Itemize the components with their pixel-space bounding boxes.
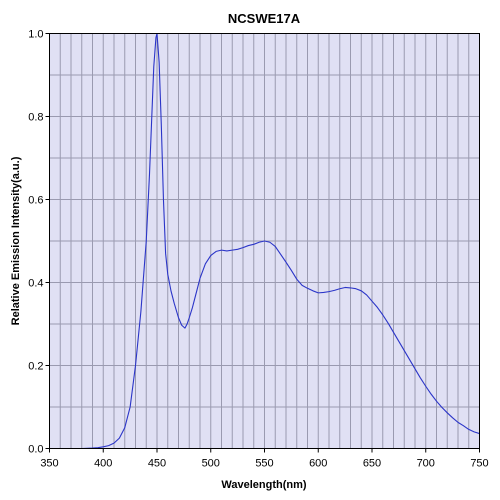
x-tick-label: 700	[417, 458, 435, 470]
series-layer	[81, 32, 480, 450]
x-tick-label: 500	[202, 458, 220, 470]
x-tick-label: 550	[255, 458, 273, 470]
y-tick-label: 0.0	[28, 444, 43, 456]
x-tick-label: 750	[470, 458, 488, 470]
x-tick-label: 350	[40, 458, 58, 470]
x-tick-label: 400	[94, 458, 112, 470]
axes: 350 400 450 500 550 600 650 700 750 0.0 0.2 0.4 0.6 0…	[28, 29, 488, 470]
x-tick-label: 600	[309, 458, 327, 470]
chart-title: NCSWE17A	[228, 11, 301, 26]
y-tick-label: 0.4	[28, 278, 43, 290]
y-axis-label: Relative Emission Intensity(a.u.)	[10, 156, 22, 325]
x-tick-label: 450	[148, 458, 166, 470]
x-axis-label: Wavelength(nm)	[221, 479, 306, 491]
y-tick-label: 0.2	[28, 361, 43, 373]
y-tick-label: 0.8	[28, 112, 43, 124]
grid-lines	[49, 33, 480, 449]
y-tick-label: 1.0	[28, 29, 43, 41]
x-tick-label: 650	[363, 458, 381, 470]
y-tick-label: 0.6	[28, 195, 43, 207]
series-line-0	[81, 32, 480, 450]
